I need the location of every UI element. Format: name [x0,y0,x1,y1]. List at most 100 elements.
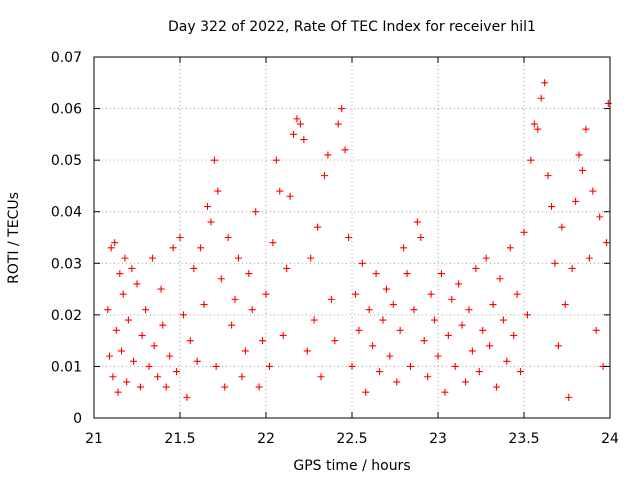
data-point [272,156,280,164]
data-point [116,270,124,278]
data-point [234,254,242,262]
data-point [496,275,504,283]
data-point [314,223,322,231]
data-point [468,347,476,355]
data-point [400,244,408,252]
data-point [142,306,150,314]
data-point [396,326,404,334]
data-point [393,378,401,386]
data-point [486,342,494,350]
data-point [307,254,315,262]
data-point [290,130,298,138]
data-point [462,378,470,386]
data-point [145,362,153,370]
y-tick-labels: 0 0.01 0.02 0.03 0.04 0.05 0.06 0.07 [51,50,82,427]
data-point [448,295,456,303]
data-point [458,321,466,329]
data-point [506,244,514,252]
data-point [386,352,394,360]
data-point [389,301,397,309]
data-point [585,254,593,262]
data-point [561,301,569,309]
data-point [303,347,311,355]
data-point [382,285,390,293]
data-point [451,362,459,370]
y-axis-label: ROTI / TECUs [6,192,22,284]
data-point [286,192,294,200]
data-point [578,166,586,174]
data-point [492,383,500,391]
data-point [589,187,597,195]
data-point [537,94,545,102]
data-point [465,306,473,314]
data-point [310,316,318,324]
data-point [568,264,576,272]
y-tick-label: 0.07 [51,50,82,66]
data-point [592,326,600,334]
data-point [603,239,611,247]
data-point [112,326,120,334]
data-point [118,347,126,355]
data-point [437,270,445,278]
data-point [148,254,156,262]
data-point [479,326,487,334]
data-point [109,373,117,381]
data-point [130,357,138,365]
data-point [221,383,229,391]
data-point [124,316,132,324]
data-point [173,368,181,376]
data-point [186,337,194,345]
data-point [276,187,284,195]
data-point [376,368,384,376]
data-point [245,270,253,278]
data-point [369,342,377,350]
data-point [558,223,566,231]
data-point [348,362,356,370]
data-point [269,239,277,247]
x-tick-label: 22 [257,431,275,447]
data-point [210,156,218,164]
data-point [138,331,146,339]
data-point [472,264,480,272]
data-point [441,388,449,396]
data-point [420,337,428,345]
data-point [320,172,328,180]
data-point [554,342,562,350]
data-point [551,259,559,267]
data-point [503,357,511,365]
data-point [520,228,528,236]
data-point [351,290,359,298]
data-point [279,331,287,339]
data-point [541,79,549,87]
y-tick-label: 0.01 [51,359,82,375]
data-point [162,383,170,391]
data-point [372,270,380,278]
data-point [424,373,432,381]
data-point [204,203,212,211]
data-point [119,290,127,298]
data-point [157,285,165,293]
data-point [475,368,483,376]
data-point [133,280,141,288]
y-tick-label: 0.05 [51,153,82,169]
data-point [431,316,439,324]
data-point [224,234,232,241]
axis-ticks [93,56,611,419]
data-point [341,146,349,154]
data-point [331,337,339,345]
data-point [136,383,144,391]
data-point [154,373,162,381]
y-tick-label: 0.06 [51,102,82,118]
data-point [283,264,291,272]
data-point [262,290,270,298]
data-point [489,301,497,309]
data-point [212,362,220,370]
data-point [111,239,119,247]
data-point [417,234,425,241]
chart-title: Day 322 of 2022, Rate Of TEC Index for r… [168,19,536,35]
data-point [252,208,260,216]
data-point [530,120,538,128]
data-point [327,295,335,303]
data-point [190,264,198,272]
